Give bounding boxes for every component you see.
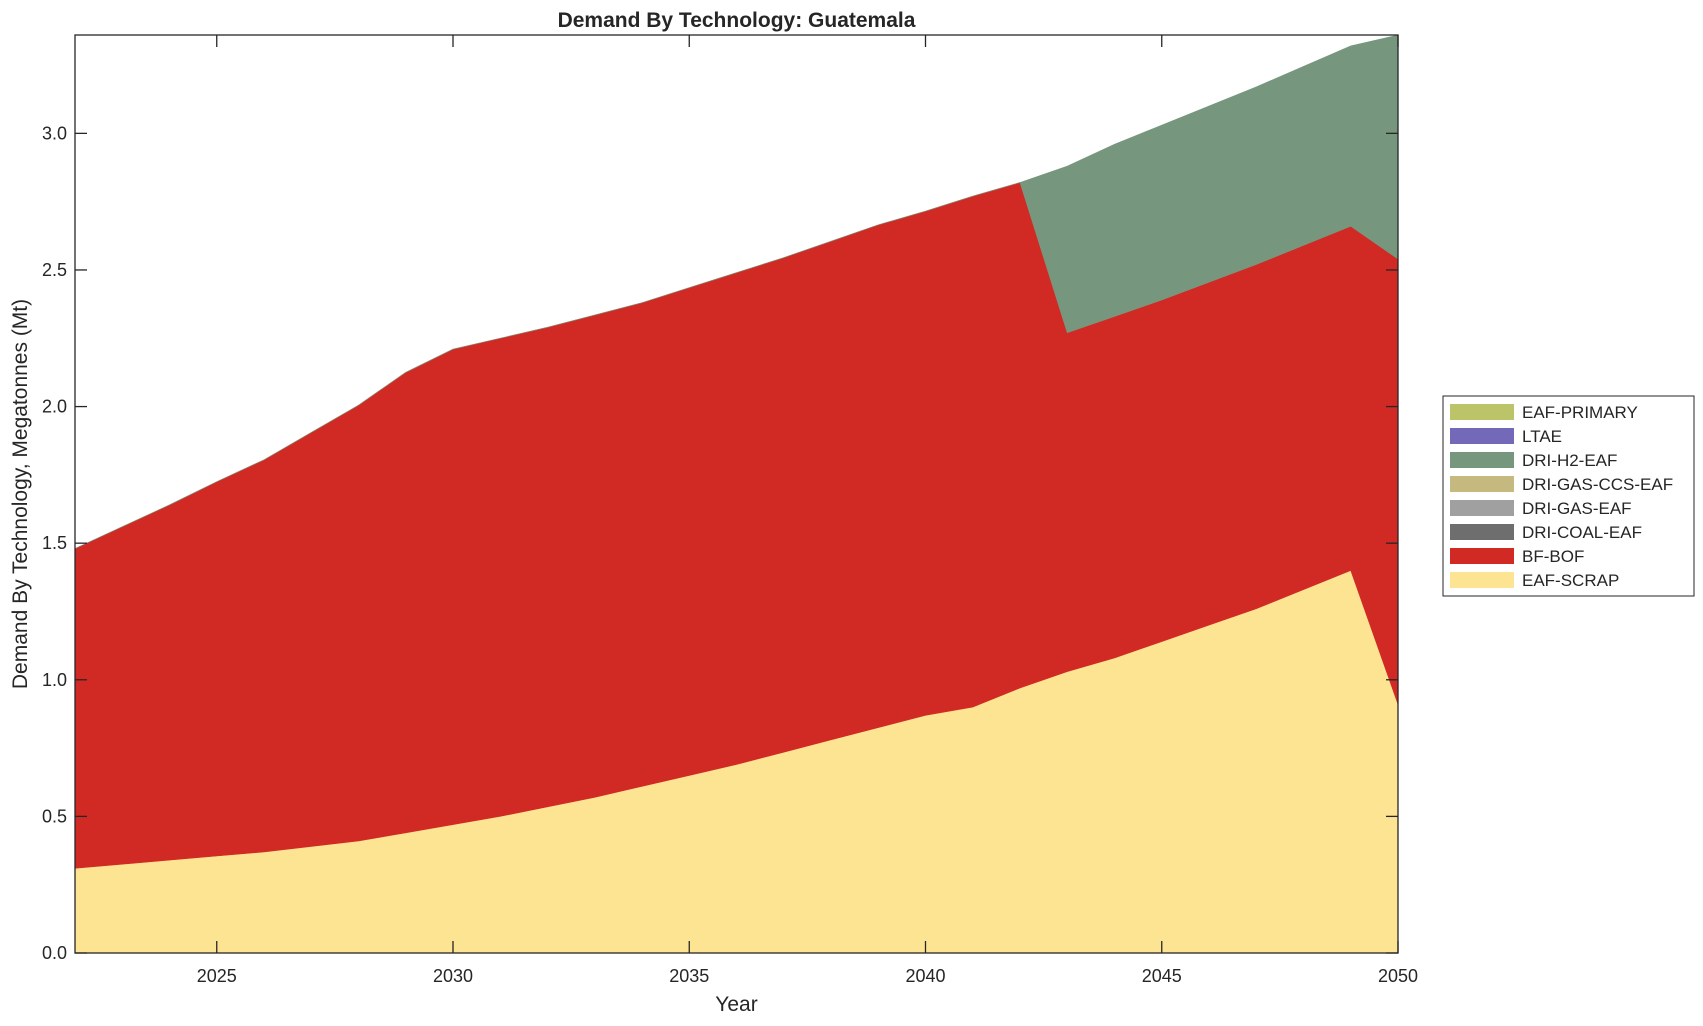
legend-swatch — [1450, 500, 1514, 516]
legend-label: DRI-GAS-EAF — [1522, 499, 1632, 518]
legend-swatch — [1450, 548, 1514, 564]
x-tick-label: 2050 — [1378, 966, 1418, 986]
legend-label: LTAE — [1522, 427, 1562, 446]
legend-swatch — [1450, 428, 1514, 444]
axis-ticks: 2025 2030 2035 2040 2045 2050 0.0 0.5 1.0 1.5 2.0 2… — [42, 35, 1418, 986]
legend-label: DRI-COAL-EAF — [1522, 523, 1642, 542]
x-tick-label: 2030 — [433, 966, 473, 986]
chart-title: Demand By Technology: Guatemala — [558, 9, 916, 32]
legend-swatch — [1450, 404, 1514, 420]
legend-swatch — [1450, 524, 1514, 540]
legend-label: DRI-GAS-CCS-EAF — [1522, 475, 1673, 494]
y-tick-label: 0.0 — [42, 943, 67, 963]
x-tick-label: 2040 — [905, 966, 945, 986]
legend-swatch — [1450, 476, 1514, 492]
legend-swatch — [1450, 572, 1514, 588]
x-axis-label: Year — [715, 993, 757, 1016]
legend-swatch — [1450, 452, 1514, 468]
plot-frame — [74, 34, 1399, 954]
area-layers — [74, 34, 1399, 954]
y-tick-label: 1.5 — [42, 533, 67, 553]
y-tick-label: 0.5 — [42, 806, 67, 826]
y-tick-label: 2.0 — [42, 397, 67, 417]
legend-label: EAF-SCRAP — [1522, 571, 1619, 590]
legend: EAF-PRIMARY LTAE DRI-H2-EAF DRI-GAS-CCS-EAF… — [1442, 395, 1695, 597]
legend-label: BF-BOF — [1522, 547, 1584, 566]
y-tick-label: 3.0 — [42, 123, 67, 143]
x-tick-label: 2035 — [669, 966, 709, 986]
y-axis-label: Demand By Technology, Megatonnes (Mt) — [9, 299, 32, 689]
legend-box — [1442, 395, 1695, 597]
y-tick-label: 2.5 — [42, 260, 67, 280]
legend-label: EAF-PRIMARY — [1522, 403, 1638, 422]
x-tick-label: 2025 — [197, 966, 237, 986]
y-tick-label: 1.0 — [42, 670, 67, 690]
x-tick-label: 2045 — [1142, 966, 1182, 986]
legend-label: DRI-H2-EAF — [1522, 451, 1617, 470]
